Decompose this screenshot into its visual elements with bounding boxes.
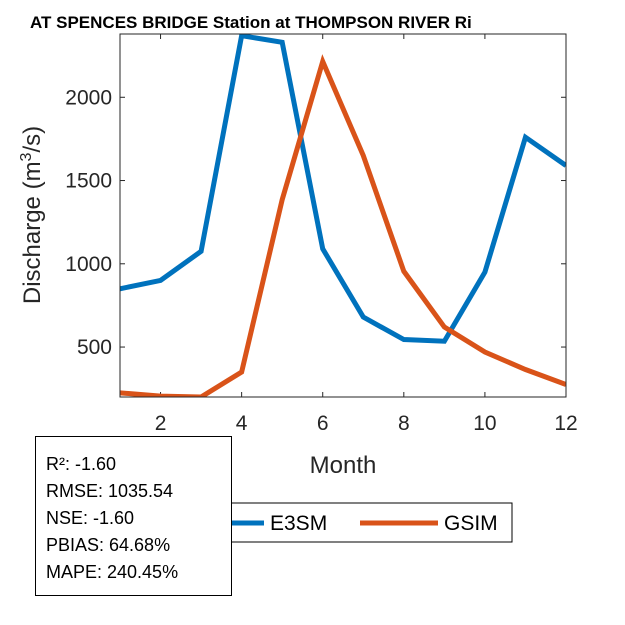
y-tick-label: 2000 bbox=[65, 86, 112, 109]
x-tick-label: 6 bbox=[317, 412, 329, 435]
x-tick-label: 2 bbox=[155, 412, 167, 435]
x-axis-label: Month bbox=[310, 452, 377, 479]
legend-label-gsim: GSIM bbox=[444, 512, 498, 535]
x-tick-label: 8 bbox=[398, 412, 410, 435]
plot-area: 2 4 6 8 10 12 500 1000 1500 2000 bbox=[65, 34, 578, 435]
stat-rmse: RMSE: 1035.54 bbox=[46, 481, 174, 501]
y-axis-label: Discharge (m3/s) bbox=[18, 126, 46, 304]
x-tick-label: 10 bbox=[473, 412, 496, 435]
axes-box bbox=[119, 33, 567, 398]
chart-title: AT SPENCES BRIDGE Station at THOMPSON RI… bbox=[30, 13, 472, 32]
x-tick-label: 12 bbox=[554, 412, 577, 435]
y-tick-label: 500 bbox=[77, 336, 112, 359]
stat-mape: MAPE: 240.45% bbox=[46, 562, 179, 582]
y-tick-label: 1000 bbox=[65, 253, 112, 276]
stats-box: R²: -1.60 RMSE: 1035.54 NSE: -1.60 PBIAS… bbox=[35, 436, 232, 596]
stat-nse: NSE: -1.60 bbox=[46, 508, 135, 528]
legend-label-e3sm: E3SM bbox=[270, 512, 327, 535]
legend: E3SM GSIM bbox=[175, 502, 513, 543]
stat-r2: R²: -1.60 bbox=[46, 454, 117, 474]
x-tick-label: 4 bbox=[236, 412, 248, 435]
series-line-e3sm bbox=[120, 34, 566, 344]
stat-pbias: PBIAS: 64.68% bbox=[46, 535, 171, 555]
y-tick-label: 1500 bbox=[65, 170, 112, 193]
